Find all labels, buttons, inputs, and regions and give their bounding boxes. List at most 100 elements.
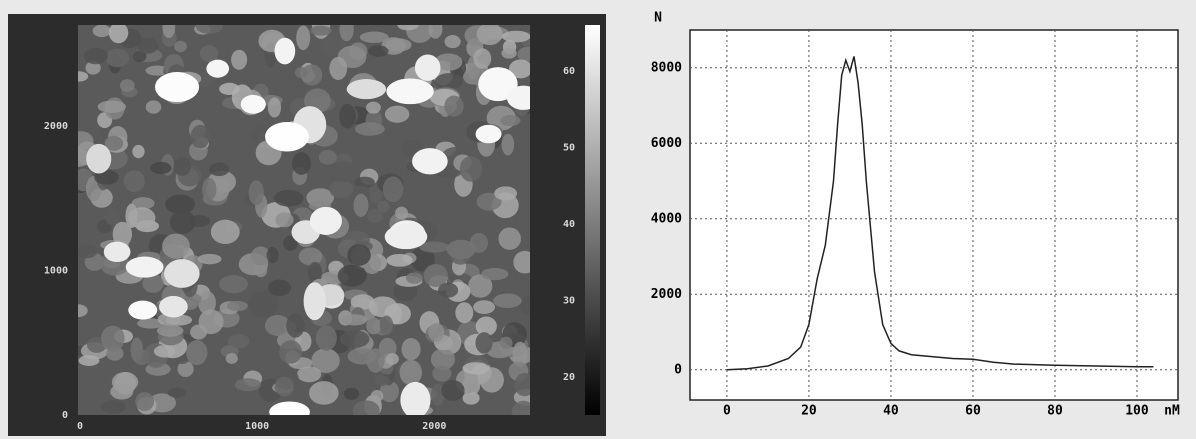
particle xyxy=(159,296,188,318)
particle xyxy=(406,272,423,283)
particle xyxy=(126,257,164,278)
particle xyxy=(476,125,502,143)
particle xyxy=(386,254,412,267)
particle xyxy=(428,323,444,342)
particle xyxy=(339,104,356,129)
particle xyxy=(275,212,293,227)
particle xyxy=(400,360,422,385)
y-tick-label: 8000 xyxy=(651,60,682,75)
particle xyxy=(310,26,332,36)
particle xyxy=(170,210,195,234)
x-tick-label: 60 xyxy=(965,404,981,419)
particle xyxy=(279,340,302,363)
particle xyxy=(309,381,339,405)
particle xyxy=(235,378,261,391)
particle xyxy=(481,268,508,280)
y-tick-label: 2000 xyxy=(651,287,682,302)
particle xyxy=(493,293,522,308)
y-tick-label: 0 xyxy=(62,410,68,421)
colorbar-tick-label: 30 xyxy=(563,295,575,306)
particle xyxy=(79,355,100,366)
particle xyxy=(101,326,125,352)
particle xyxy=(124,170,145,192)
particle xyxy=(368,45,388,57)
y-axis-label: N xyxy=(654,11,662,26)
particle xyxy=(340,330,370,348)
particle xyxy=(268,279,291,296)
particle xyxy=(104,242,131,262)
particle xyxy=(310,207,342,235)
particle xyxy=(199,309,224,334)
particle xyxy=(441,380,464,401)
x-tick-label: 20 xyxy=(801,404,817,419)
particle xyxy=(274,190,303,207)
particle xyxy=(435,73,463,89)
particle xyxy=(106,49,129,68)
particle xyxy=(101,400,126,414)
particle xyxy=(135,392,154,411)
particle xyxy=(162,234,190,259)
particle xyxy=(371,390,384,402)
particle xyxy=(366,348,384,372)
particle xyxy=(164,259,200,288)
colorbar-tick-label: 50 xyxy=(563,142,575,153)
particle xyxy=(292,152,311,175)
particle xyxy=(351,294,375,309)
particle xyxy=(249,180,264,205)
particle xyxy=(444,96,463,117)
particle xyxy=(267,247,279,263)
particle xyxy=(477,23,503,45)
particle xyxy=(386,78,433,104)
particle xyxy=(202,178,216,201)
y-tick-label: 2000 xyxy=(44,121,68,132)
y-tick-label: 6000 xyxy=(651,136,682,151)
particle xyxy=(415,55,441,81)
particle xyxy=(319,150,337,165)
particle xyxy=(198,254,222,264)
particle xyxy=(498,227,521,249)
x-tick-label: 40 xyxy=(883,404,899,419)
particle xyxy=(186,340,207,365)
colorbar-tick-label: 60 xyxy=(563,66,575,77)
particle xyxy=(275,38,296,65)
particle xyxy=(206,60,229,78)
particle xyxy=(154,345,175,358)
particle xyxy=(500,337,513,349)
particle xyxy=(132,145,144,158)
particle xyxy=(374,375,389,385)
particle xyxy=(155,72,199,102)
particle xyxy=(432,365,451,381)
particle xyxy=(380,315,393,334)
colorbar-tick-label: 40 xyxy=(563,219,575,230)
particle xyxy=(355,122,385,136)
x-tick-label: 0 xyxy=(77,421,83,432)
particle xyxy=(200,45,219,62)
particle xyxy=(455,302,473,323)
particle xyxy=(265,122,309,152)
y-tick-label: 0 xyxy=(674,362,682,377)
particle xyxy=(501,48,516,59)
particle xyxy=(347,244,371,266)
particle xyxy=(174,157,191,176)
particle xyxy=(275,377,294,397)
particle xyxy=(473,48,491,68)
particle xyxy=(329,180,353,198)
particle xyxy=(86,144,111,174)
particle xyxy=(494,186,517,200)
particle xyxy=(98,101,126,113)
x-tick-label: 80 xyxy=(1047,404,1063,419)
particle xyxy=(367,209,383,223)
particle xyxy=(297,366,321,382)
particle xyxy=(299,247,323,265)
particle xyxy=(211,220,240,244)
particle xyxy=(475,332,492,354)
particle xyxy=(462,362,489,374)
particle xyxy=(84,48,108,65)
x-tick-label: 2000 xyxy=(422,421,446,432)
particle xyxy=(385,224,428,249)
particle xyxy=(191,125,210,149)
particle xyxy=(301,64,322,85)
particle xyxy=(500,115,520,126)
particle xyxy=(447,240,476,259)
particle xyxy=(460,156,482,182)
